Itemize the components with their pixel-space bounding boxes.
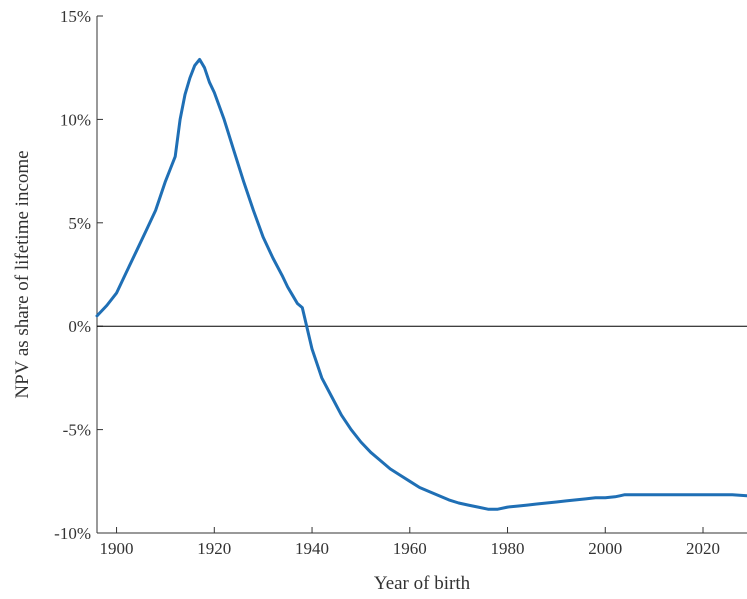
axis-titles: Year of birth NPV as share of lifetime i… [12, 150, 471, 594]
y-tick-label: 15% [60, 7, 91, 26]
y-axis-title: NPV as share of lifetime income [12, 150, 33, 398]
y-tick-label: -10% [54, 524, 91, 543]
series-group [95, 57, 747, 511]
x-tick-label: 1940 [295, 539, 329, 558]
y-tick-label: 0% [68, 317, 91, 336]
x-axis-title: Year of birth [374, 573, 471, 594]
x-tick-label: 2020 [686, 539, 720, 558]
x-tick-label: 1980 [491, 539, 525, 558]
x-tick-label: 2000 [588, 539, 622, 558]
y-tick-label: 5% [68, 214, 91, 233]
x-tick-label: 1960 [393, 539, 427, 558]
y-tick-label: -5% [63, 421, 91, 440]
y-tick-label: 10% [60, 110, 91, 129]
axes: -10% -5% 0% 5% 10% 15% 1900 1920 1940 1960 1980 200… [54, 7, 747, 558]
x-tick-label: 1920 [197, 539, 231, 558]
npv-series-line [95, 57, 747, 511]
x-tick-label: 1900 [100, 539, 134, 558]
